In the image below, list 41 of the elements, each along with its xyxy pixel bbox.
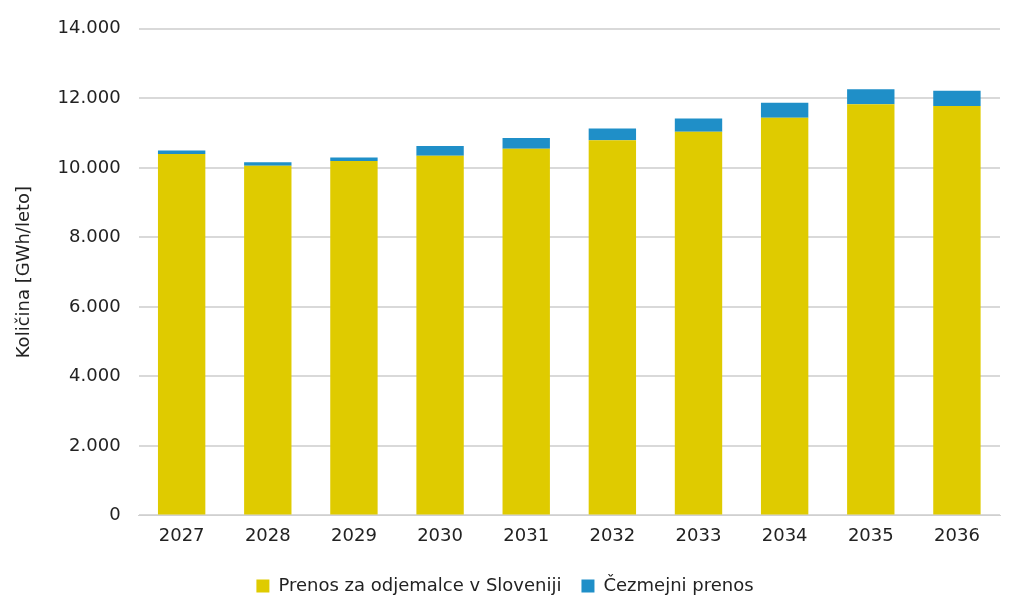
bar bbox=[244, 165, 292, 515]
bar bbox=[674, 118, 723, 132]
bar bbox=[588, 128, 637, 141]
x-tick-label: 2028 bbox=[244, 523, 291, 545]
y-tick-label: 14.000 bbox=[57, 16, 121, 38]
legend-label: Prenos za odjemalce v Sloveniji bbox=[278, 573, 562, 595]
y-tick-label: 4.000 bbox=[69, 364, 121, 386]
x-tick-label: 2032 bbox=[589, 523, 636, 545]
bar bbox=[933, 105, 981, 515]
bar bbox=[847, 104, 895, 515]
x-tick-label: 2036 bbox=[934, 523, 980, 545]
bar bbox=[502, 137, 550, 149]
y-tick-label: 2.000 bbox=[69, 433, 121, 455]
x-tick-label: 2034 bbox=[761, 523, 808, 545]
bar bbox=[674, 131, 723, 515]
x-tick-label: 2030 bbox=[417, 523, 463, 545]
y-tick-label: 0 bbox=[109, 503, 121, 525]
bar bbox=[330, 157, 378, 161]
x-tick-label: 2033 bbox=[675, 523, 722, 545]
bar bbox=[760, 102, 809, 118]
x-tick-label: 2029 bbox=[331, 523, 377, 545]
bar bbox=[502, 148, 550, 515]
x-tick-label: 2035 bbox=[847, 523, 894, 545]
y-tick-label: 12.000 bbox=[57, 85, 121, 107]
bar bbox=[330, 160, 378, 515]
bar bbox=[416, 145, 464, 156]
bar bbox=[244, 162, 292, 166]
y-tick-label: 10.000 bbox=[57, 155, 121, 177]
bar bbox=[847, 89, 895, 105]
x-tick-label: 2027 bbox=[158, 523, 205, 545]
bar bbox=[416, 155, 464, 515]
y-tick-label: 8.000 bbox=[69, 225, 121, 247]
bar bbox=[933, 90, 981, 106]
bar bbox=[157, 150, 206, 154]
bar bbox=[760, 117, 809, 515]
y-tick-label: 6.000 bbox=[69, 294, 121, 316]
y-axis-title: Količina [GWh/leto] bbox=[12, 185, 34, 359]
x-tick-label: 2031 bbox=[503, 523, 550, 545]
bar bbox=[157, 153, 206, 515]
legend-label: Čezmejni prenos bbox=[603, 573, 754, 595]
bar bbox=[588, 140, 637, 515]
